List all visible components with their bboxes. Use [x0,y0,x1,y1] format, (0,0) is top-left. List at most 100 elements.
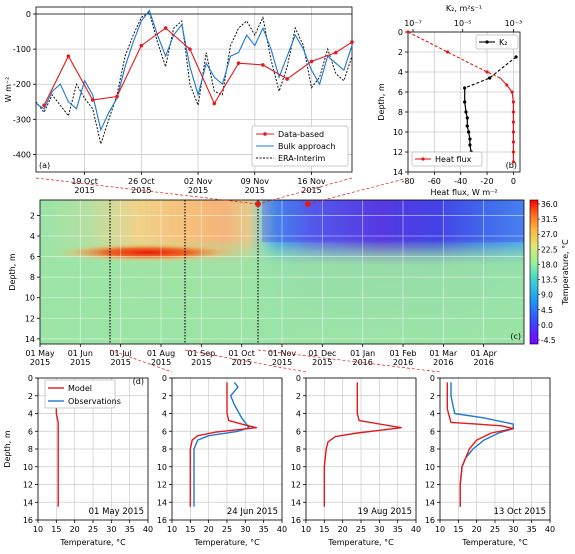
legend-label: Data-based [278,130,324,139]
heat-flux-point [511,100,516,104]
x-tick-label: 40 [411,525,421,534]
y-tick-label: 12 [157,481,167,490]
y-axis-label: Depth, m [3,430,12,467]
heat-flux-point [511,150,516,154]
y-tick-label: 16 [157,516,167,525]
y-tick-label: 10 [25,294,35,303]
x-tick-label: 30 [508,525,518,534]
series-kz [464,88,472,162]
colorbar [529,199,539,345]
y-tick-label: 14 [393,168,403,177]
x-tick-label: 30 [106,525,116,534]
data-based-point [285,77,289,81]
y-tick-label: 4 [430,410,435,419]
x-tick-label: 40 [143,525,153,534]
axes-frame [407,31,521,173]
panel-tag: (a) [39,161,50,170]
data-based-point [42,103,46,108]
y-tick-label: 0 [430,374,435,383]
y-tick-label: 14 [291,498,301,507]
data-based-point [309,59,314,64]
y-tick-label: 10 [23,463,33,472]
x-tick-label: 30 [240,525,250,534]
profile-date-label: 24 Jun 2015 [227,507,278,517]
profile-connector [257,349,441,373]
x-tick-label: 10 [301,525,311,534]
x-axis-label: Temperature, °C [59,538,126,547]
x-tick-label-year: 2015 [272,358,292,367]
y-tick-label: 4 [162,410,167,419]
x-tick-label-year: 2015 [312,358,332,367]
x-tick-label: -40 [454,177,467,186]
colorbar-tick-label: -4.5 [541,336,556,345]
y-axis-label: Depth, m [377,83,386,120]
legend-label: Observations [68,397,121,406]
y-tick-label: 10 [157,463,167,472]
heat-flux-point [511,120,516,124]
heat-flux-point [510,90,514,94]
x-tick-label: -60 [428,177,441,186]
series-model [323,382,402,507]
x-tick-label: 01 Oct [228,349,255,358]
y-tick-label: 14 [157,498,167,507]
x-tick-label: 02 Nov [184,177,213,186]
kz-point [467,130,471,134]
legend-marker [421,157,425,161]
x-tick-label-year: 2015 [245,186,265,195]
y-tick-label: 2 [430,392,435,401]
y-axis-label: Depth, m [8,253,17,290]
colorbar-tick-label: 4.5 [541,306,553,315]
x-tick-label: 20 [338,525,348,534]
profile-date-label: 19 Aug 2015 [358,507,412,517]
x-tick-label: -20 [481,177,494,186]
x-axis-label: Temperature, °C [327,538,394,547]
x-tick-label-year: 2015 [301,186,321,195]
top-tick-label: 10⁻⁵ [454,19,472,28]
x-tick-label: 16 Nov [297,177,326,186]
y-tick-label: 10 [425,463,435,472]
colorbar-tick-label: 27.0 [541,230,558,239]
x-tick-label: 01 May [25,349,55,358]
x-tick-label-year: 2016 [473,358,493,367]
x-tick-label-year: 2015 [70,358,90,367]
x-tick-label-year: 2016 [393,358,413,367]
profile-connector [184,349,307,373]
x-tick-label: 01 Sep [187,349,215,358]
heat-flux-point [406,30,410,34]
colorbar-tick-label: 36.0 [541,200,558,209]
colorbar-tick-label: 31.5 [541,215,558,224]
legend-label: K₂ [499,38,507,47]
y-tick-label: 0 [398,28,403,37]
x-tick-label: 19 Oct [71,177,98,186]
x-tick-label: 10 [167,525,177,534]
series-model [446,382,514,507]
zoom-connector [35,177,259,205]
y-tick-label: 4 [296,410,301,419]
y-tick-label: 10 [393,128,403,137]
selected-date-marker [255,201,261,207]
panel-tag: (b) [506,161,517,170]
data-based-point [333,50,338,55]
axes-frame [35,6,353,173]
x-tick-label: 09 Nov [241,177,270,186]
x-tick-label: 35 [259,525,269,534]
kz-point [468,137,472,141]
colorbar-tick-label: 9.0 [541,291,553,300]
x-tick-label: 40 [277,525,287,534]
series-kz-dashed [464,56,517,89]
selected-date-marker [305,201,311,207]
profile-date-label: 01 May 2015 [89,507,144,517]
series-era-interim [35,11,353,146]
y-tick-label: 12 [291,481,301,490]
x-tick-label-year: 2016 [433,358,453,367]
y-tick-label: 8 [30,273,35,282]
y-tick-label: 12 [25,314,35,323]
x-tick-label: 25 [222,525,232,534]
heat-flux-point [485,70,489,74]
y-tick-label: 12 [425,481,435,490]
x-tick-label-year: 2015 [188,186,208,195]
data-based-point [236,61,241,65]
